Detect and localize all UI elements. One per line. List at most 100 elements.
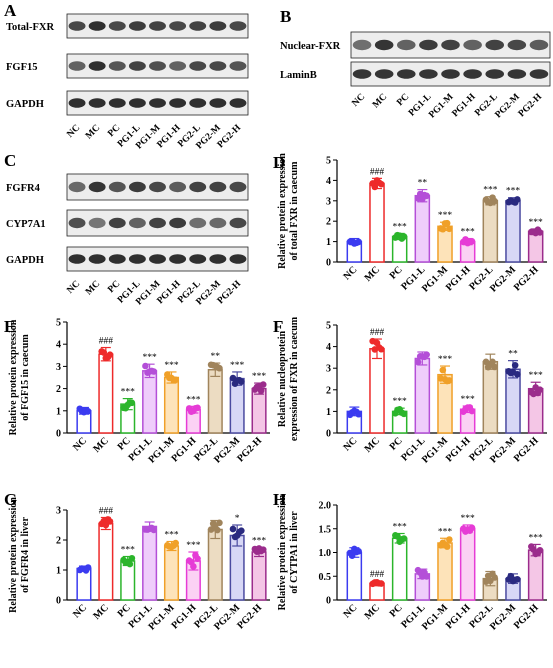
blot-band (463, 39, 482, 51)
data-point (514, 196, 521, 203)
y-tick-label: 0 (326, 258, 331, 269)
y-tick-label: 3 (326, 364, 331, 375)
blot-band (169, 21, 187, 31)
data-point (446, 377, 453, 384)
category-label: PC (388, 264, 405, 281)
blot-band (229, 61, 247, 71)
significance-label: *** (461, 514, 476, 524)
y-tick-label: 0 (326, 429, 331, 440)
blot-band (169, 181, 187, 193)
bar (229, 377, 245, 434)
data-point (400, 233, 408, 240)
blot-band (88, 61, 106, 71)
y-tick-label: 2.0 (319, 501, 332, 512)
significance-label: *** (529, 218, 544, 228)
significance-label: ### (370, 570, 385, 580)
significance-label: ### (370, 167, 385, 177)
lane-label: PC (106, 279, 122, 295)
data-point (514, 371, 521, 378)
panel-letter: B (280, 7, 291, 26)
blot-band (529, 69, 549, 79)
blot-band (529, 39, 549, 51)
chart-panel-e: E 0 1 2 3 4 5 Relative protein expression of FGF… (4, 317, 270, 466)
category-label: MC (363, 602, 383, 622)
y-tick-label: 3 (56, 506, 61, 517)
data-point (142, 362, 149, 370)
bar (142, 370, 158, 434)
blot-band (108, 254, 126, 264)
significance-label: *** (393, 222, 408, 232)
data-point (259, 546, 267, 553)
y-tick-label: 0 (56, 429, 61, 440)
data-point (468, 524, 476, 532)
category-label: MC (91, 602, 111, 622)
blot-band (441, 69, 460, 79)
category-label: PG1-H (444, 264, 473, 293)
category-label: PG1-H (444, 435, 473, 464)
data-point (491, 363, 498, 371)
blot-band (128, 217, 146, 229)
data-point (414, 358, 422, 366)
lane-label: MC (84, 279, 102, 297)
category-label: NC (71, 602, 89, 620)
lane-label: PG2-H (216, 279, 244, 307)
blot-band (209, 61, 227, 71)
significance-label: *** (483, 186, 498, 196)
data-point (536, 386, 544, 394)
blot-band (68, 61, 86, 71)
significance-label: *** (438, 355, 453, 365)
y-axis-label: expression of FXR in caecum (289, 316, 300, 441)
blot-band (169, 254, 187, 264)
blot-band (149, 217, 166, 229)
data-point (238, 527, 245, 534)
y-tick-label: 4 (56, 340, 61, 351)
blot-label: CYP7A1 (6, 219, 46, 230)
data-point (259, 381, 267, 388)
blot-band (209, 181, 227, 193)
data-point (439, 366, 447, 374)
category-label: PG1-H (170, 435, 199, 464)
significance-label: ### (99, 337, 114, 347)
significance-label: *** (438, 211, 453, 221)
blot-label: FGF15 (6, 62, 38, 73)
bar (207, 368, 223, 434)
data-point (439, 225, 447, 233)
y-axis-label: of FGFR4 in liver (20, 517, 31, 593)
category-label: PG2-H (512, 435, 541, 464)
lane-label: NC (350, 92, 367, 109)
blot-band (229, 98, 247, 108)
data-point (489, 358, 496, 366)
y-tick-label: 4 (326, 342, 331, 353)
blot-band (149, 21, 166, 31)
blot-band (108, 61, 126, 71)
significance-label: *** (461, 395, 476, 405)
data-point (229, 525, 237, 533)
data-point (468, 407, 476, 415)
blot-band (209, 217, 227, 229)
data-point (511, 361, 519, 369)
data-point (423, 351, 430, 358)
blot-band (396, 39, 416, 51)
blot-band (229, 21, 247, 31)
panel-letter: E (4, 317, 15, 336)
blot-band (149, 254, 166, 264)
y-axis-label: of total FXR in caecum (289, 161, 300, 261)
y-tick-label: 4 (326, 176, 331, 187)
data-point (491, 574, 498, 581)
data-point (446, 225, 453, 233)
data-point (84, 408, 92, 415)
blot-band (485, 39, 505, 51)
data-point (128, 554, 136, 562)
data-point (106, 351, 114, 359)
blot-band (189, 98, 207, 108)
bar (142, 525, 158, 601)
data-point (190, 563, 197, 570)
y-axis-label: Relative protein expression (277, 494, 288, 610)
y-tick-label: 1 (326, 237, 331, 248)
data-point (348, 552, 356, 560)
bar (369, 182, 385, 263)
significance-label: *** (461, 228, 476, 238)
category-label: PC (388, 435, 405, 452)
